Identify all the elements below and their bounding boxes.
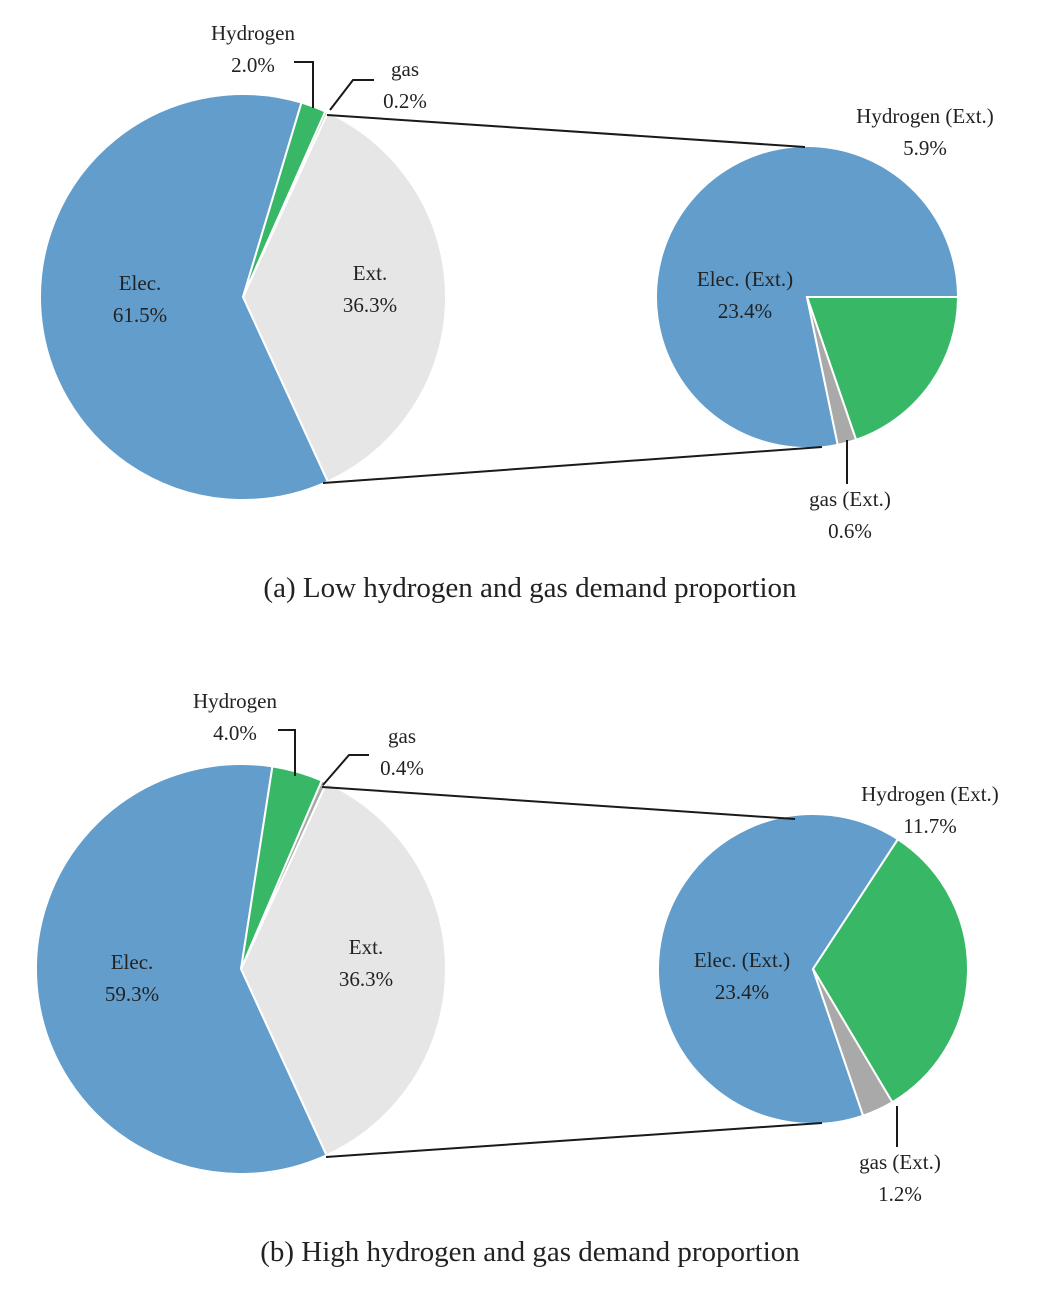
panel-b-label-gas-ext-pct: 1.2%	[878, 1182, 922, 1206]
panel-b-label-gas-pct: 0.4%	[380, 756, 424, 780]
panel-a-slice-gas	[242, 110, 330, 298]
panel-a-slice-ext	[241, 111, 447, 483]
panel-a-main-pie	[39, 93, 447, 501]
panel-b-ext-slice-elec	[657, 813, 900, 1125]
panel-a-label-ext-pct: 36.3%	[343, 293, 397, 317]
panel-a-label-gas-name: gas	[391, 57, 419, 81]
panel-a-hydrogen-leader	[294, 61, 314, 108]
panel-b-ext-slice-hydrogen	[811, 837, 969, 1104]
panel-b-slice-ext	[239, 781, 447, 1157]
panel-b-label-elec-ext-name: Elec. (Ext.)	[694, 948, 790, 972]
panel-a-ext-slice-elec	[655, 145, 960, 449]
panel-b-ext-slice-gas	[812, 968, 894, 1117]
panel-a-label-ext-name: Ext.	[353, 261, 387, 285]
panel-a-label-gas-ext-pct: 0.6%	[828, 519, 872, 543]
panel-a-gas-leader	[329, 79, 374, 111]
panel-a-label-hydrogen-ext-name: Hydrogen (Ext.)	[856, 104, 994, 128]
panel-a-connector-top	[326, 114, 806, 148]
panel-b-slice-elec	[35, 763, 328, 1175]
panel-a-label-hydrogen-pct: 2.0%	[231, 53, 275, 77]
panel-a-slice-elec	[39, 93, 330, 501]
panel-b-caption: (b) High hydrogen and gas demand proport…	[260, 1236, 800, 1268]
panel-b-label-ext-pct: 36.3%	[339, 967, 393, 991]
panel-a-label-elec-ext-name: Elec. (Ext.)	[697, 267, 793, 291]
panel-a-ext-pie	[655, 145, 960, 449]
panel-b-label-elec-pct: 59.3%	[105, 982, 159, 1006]
panel-b-gas-leader	[322, 754, 369, 786]
panel-a-label-elec-ext-pct: 23.4%	[718, 299, 772, 323]
panel-b-connector-top	[321, 786, 796, 820]
panel-a-caption: (a) Low hydrogen and gas demand proporti…	[263, 572, 797, 604]
panel-b-label-gas-ext-name: gas (Ext.)	[859, 1150, 941, 1174]
panel-a: Hydrogen 2.0% gas 0.2% Elec. 61.5% Ext. …	[39, 21, 994, 604]
panel-b-hydrogen-leader	[278, 729, 296, 776]
panel-a-label-hydrogen-name: Hydrogen	[211, 21, 295, 45]
panel-b-ext-pie	[657, 813, 969, 1125]
panel-a-label-gas-ext-name: gas (Ext.)	[809, 487, 891, 511]
panel-b-label-elec-name: Elec.	[111, 950, 154, 974]
panel-b-main-pie	[35, 763, 447, 1175]
panel-b-label-hydrogen-ext-name: Hydrogen (Ext.)	[861, 782, 999, 806]
panel-b-label-hydrogen-ext-pct: 11.7%	[903, 814, 956, 838]
panel-a-label-gas-pct: 0.2%	[383, 89, 427, 113]
panel-a-connector-bottom	[322, 446, 823, 484]
panel-b-label-elec-ext-pct: 23.4%	[715, 980, 769, 1004]
panel-b-label-hydrogen-pct: 4.0%	[213, 721, 257, 745]
panel-b-label-hydrogen-name: Hydrogen	[193, 689, 277, 713]
panel-b-label-gas-name: gas	[388, 724, 416, 748]
panel-b: Hydrogen 4.0% gas 0.4% Elec. 59.3% Ext. …	[35, 689, 999, 1268]
panel-a-label-elec-name: Elec.	[119, 271, 162, 295]
panel-b-slice-gas	[240, 779, 328, 970]
panel-a-label-hydrogen-ext-pct: 5.9%	[903, 136, 947, 160]
panel-a-label-elec-pct: 61.5%	[113, 303, 167, 327]
panel-b-connector-bottom	[325, 1122, 823, 1158]
panel-b-label-ext-name: Ext.	[349, 935, 383, 959]
